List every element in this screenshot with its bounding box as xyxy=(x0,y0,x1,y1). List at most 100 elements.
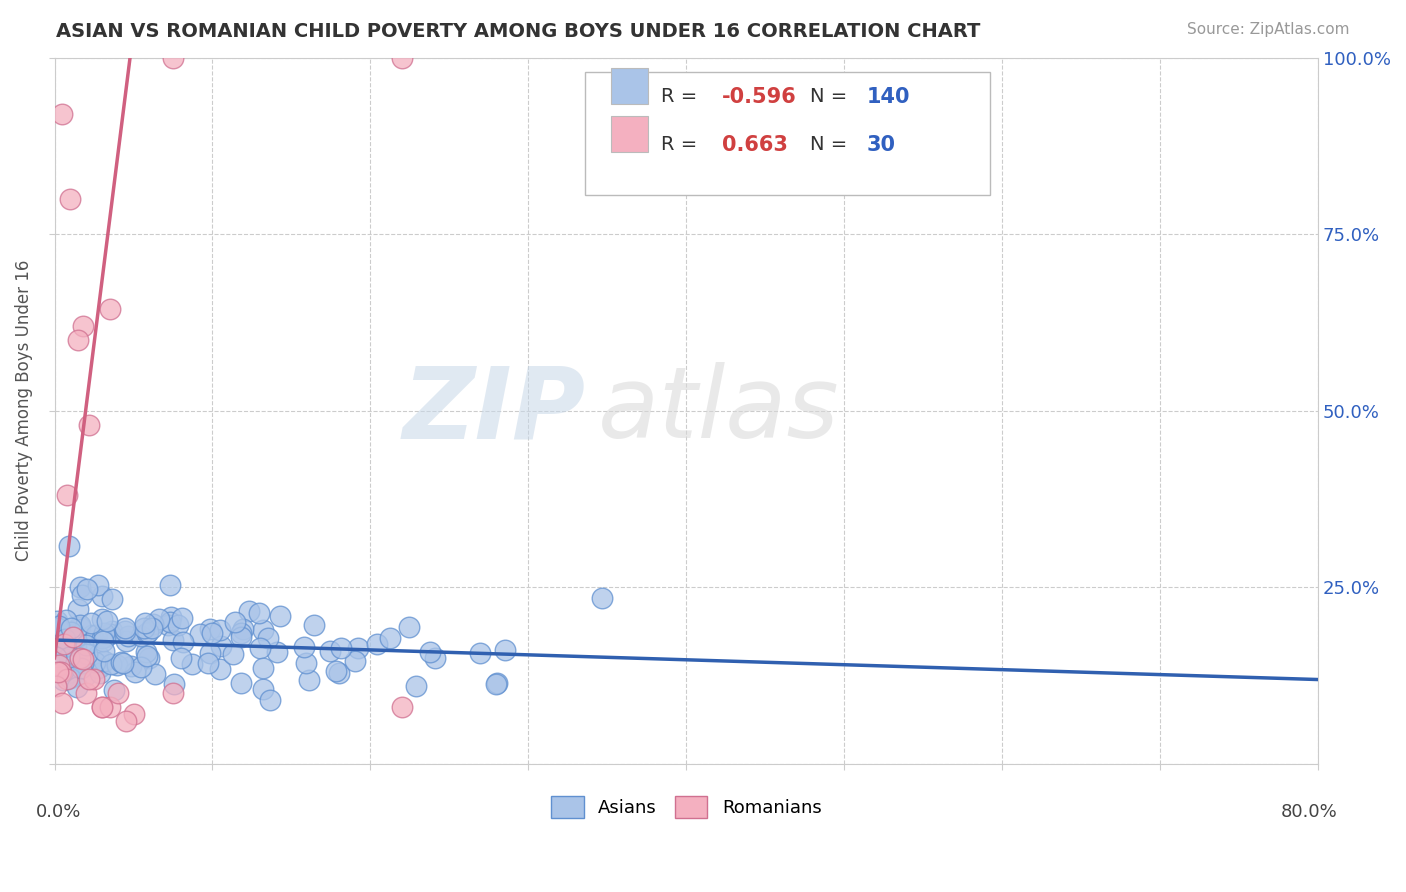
Point xyxy=(53,635,76,649)
Point xyxy=(51,634,73,648)
Point xyxy=(52,665,75,679)
Point xyxy=(129,628,152,642)
Point xyxy=(77,417,100,432)
Point xyxy=(83,672,105,686)
Bar xyxy=(610,116,648,153)
Point xyxy=(101,624,124,639)
Point xyxy=(229,630,252,644)
Point xyxy=(49,664,72,678)
FancyBboxPatch shape xyxy=(585,71,990,195)
Point xyxy=(93,626,115,640)
Point xyxy=(59,192,82,206)
Point xyxy=(259,693,281,707)
Point xyxy=(114,624,136,638)
Point xyxy=(252,624,274,638)
Point xyxy=(136,624,159,639)
Point xyxy=(111,656,134,670)
Point xyxy=(136,649,159,664)
Point xyxy=(135,645,157,659)
Point xyxy=(419,645,441,659)
Point xyxy=(198,646,221,660)
Text: -0.596: -0.596 xyxy=(721,87,796,107)
Point xyxy=(292,640,315,654)
Point xyxy=(156,618,179,632)
Point xyxy=(98,627,121,641)
Point xyxy=(172,635,194,649)
Point xyxy=(188,627,211,641)
Text: 140: 140 xyxy=(868,87,911,107)
Point xyxy=(366,637,388,651)
Point xyxy=(89,660,111,674)
Point xyxy=(163,677,186,691)
Point xyxy=(180,657,202,671)
Point xyxy=(75,686,97,700)
Point xyxy=(45,660,67,674)
Point xyxy=(72,654,94,668)
Point xyxy=(405,679,427,693)
Point xyxy=(110,656,132,670)
Point xyxy=(67,602,90,616)
Point xyxy=(114,621,136,635)
Point xyxy=(46,621,69,635)
Point xyxy=(98,301,121,316)
Point xyxy=(98,700,121,714)
Point xyxy=(45,649,67,664)
Point xyxy=(107,686,129,700)
Point xyxy=(82,628,104,642)
Point xyxy=(72,318,94,333)
Point xyxy=(77,672,100,686)
Point xyxy=(83,655,105,669)
Point xyxy=(347,641,370,656)
Point xyxy=(69,580,91,594)
Point xyxy=(298,673,321,688)
Point xyxy=(48,657,70,672)
Text: ASIAN VS ROMANIAN CHILD POVERTY AMONG BOYS UNDER 16 CORRELATION CHART: ASIAN VS ROMANIAN CHILD POVERTY AMONG BO… xyxy=(56,22,980,41)
Point xyxy=(208,623,231,637)
Point xyxy=(55,614,77,628)
Point xyxy=(238,604,260,618)
Text: R =: R = xyxy=(661,135,703,153)
Point xyxy=(329,640,352,655)
Point xyxy=(49,640,72,654)
Point xyxy=(201,626,224,640)
Point xyxy=(423,651,446,665)
Point xyxy=(67,333,90,347)
Point xyxy=(100,592,122,607)
Point xyxy=(485,677,508,691)
Text: atlas: atlas xyxy=(598,362,839,459)
Point xyxy=(325,664,347,678)
Point xyxy=(76,647,98,661)
Point xyxy=(159,577,181,591)
Point xyxy=(62,632,84,647)
Point xyxy=(486,675,509,690)
Text: 0.663: 0.663 xyxy=(721,135,787,154)
Point xyxy=(96,614,118,628)
Point xyxy=(209,639,232,653)
Point xyxy=(52,673,75,688)
Point xyxy=(59,625,82,640)
Y-axis label: Child Poverty Among Boys Under 16: Child Poverty Among Boys Under 16 xyxy=(15,260,32,561)
Point xyxy=(167,617,190,632)
Point xyxy=(76,582,98,596)
Text: N =: N = xyxy=(810,135,853,153)
Point xyxy=(59,672,82,686)
Point xyxy=(72,656,94,670)
Point xyxy=(141,621,163,635)
Point xyxy=(378,632,401,646)
Point xyxy=(46,665,69,679)
Point xyxy=(72,652,94,666)
Text: 80.0%: 80.0% xyxy=(1281,803,1337,821)
Text: Source: ZipAtlas.com: Source: ZipAtlas.com xyxy=(1187,22,1350,37)
Point xyxy=(62,630,84,644)
Point xyxy=(90,631,112,645)
Point xyxy=(197,657,219,671)
Point xyxy=(134,616,156,631)
Point xyxy=(117,629,139,643)
Point xyxy=(143,667,166,681)
Point xyxy=(69,651,91,665)
Point xyxy=(87,578,110,592)
Point xyxy=(53,640,76,655)
Point xyxy=(328,666,350,681)
Point xyxy=(129,660,152,674)
Point xyxy=(49,665,72,679)
